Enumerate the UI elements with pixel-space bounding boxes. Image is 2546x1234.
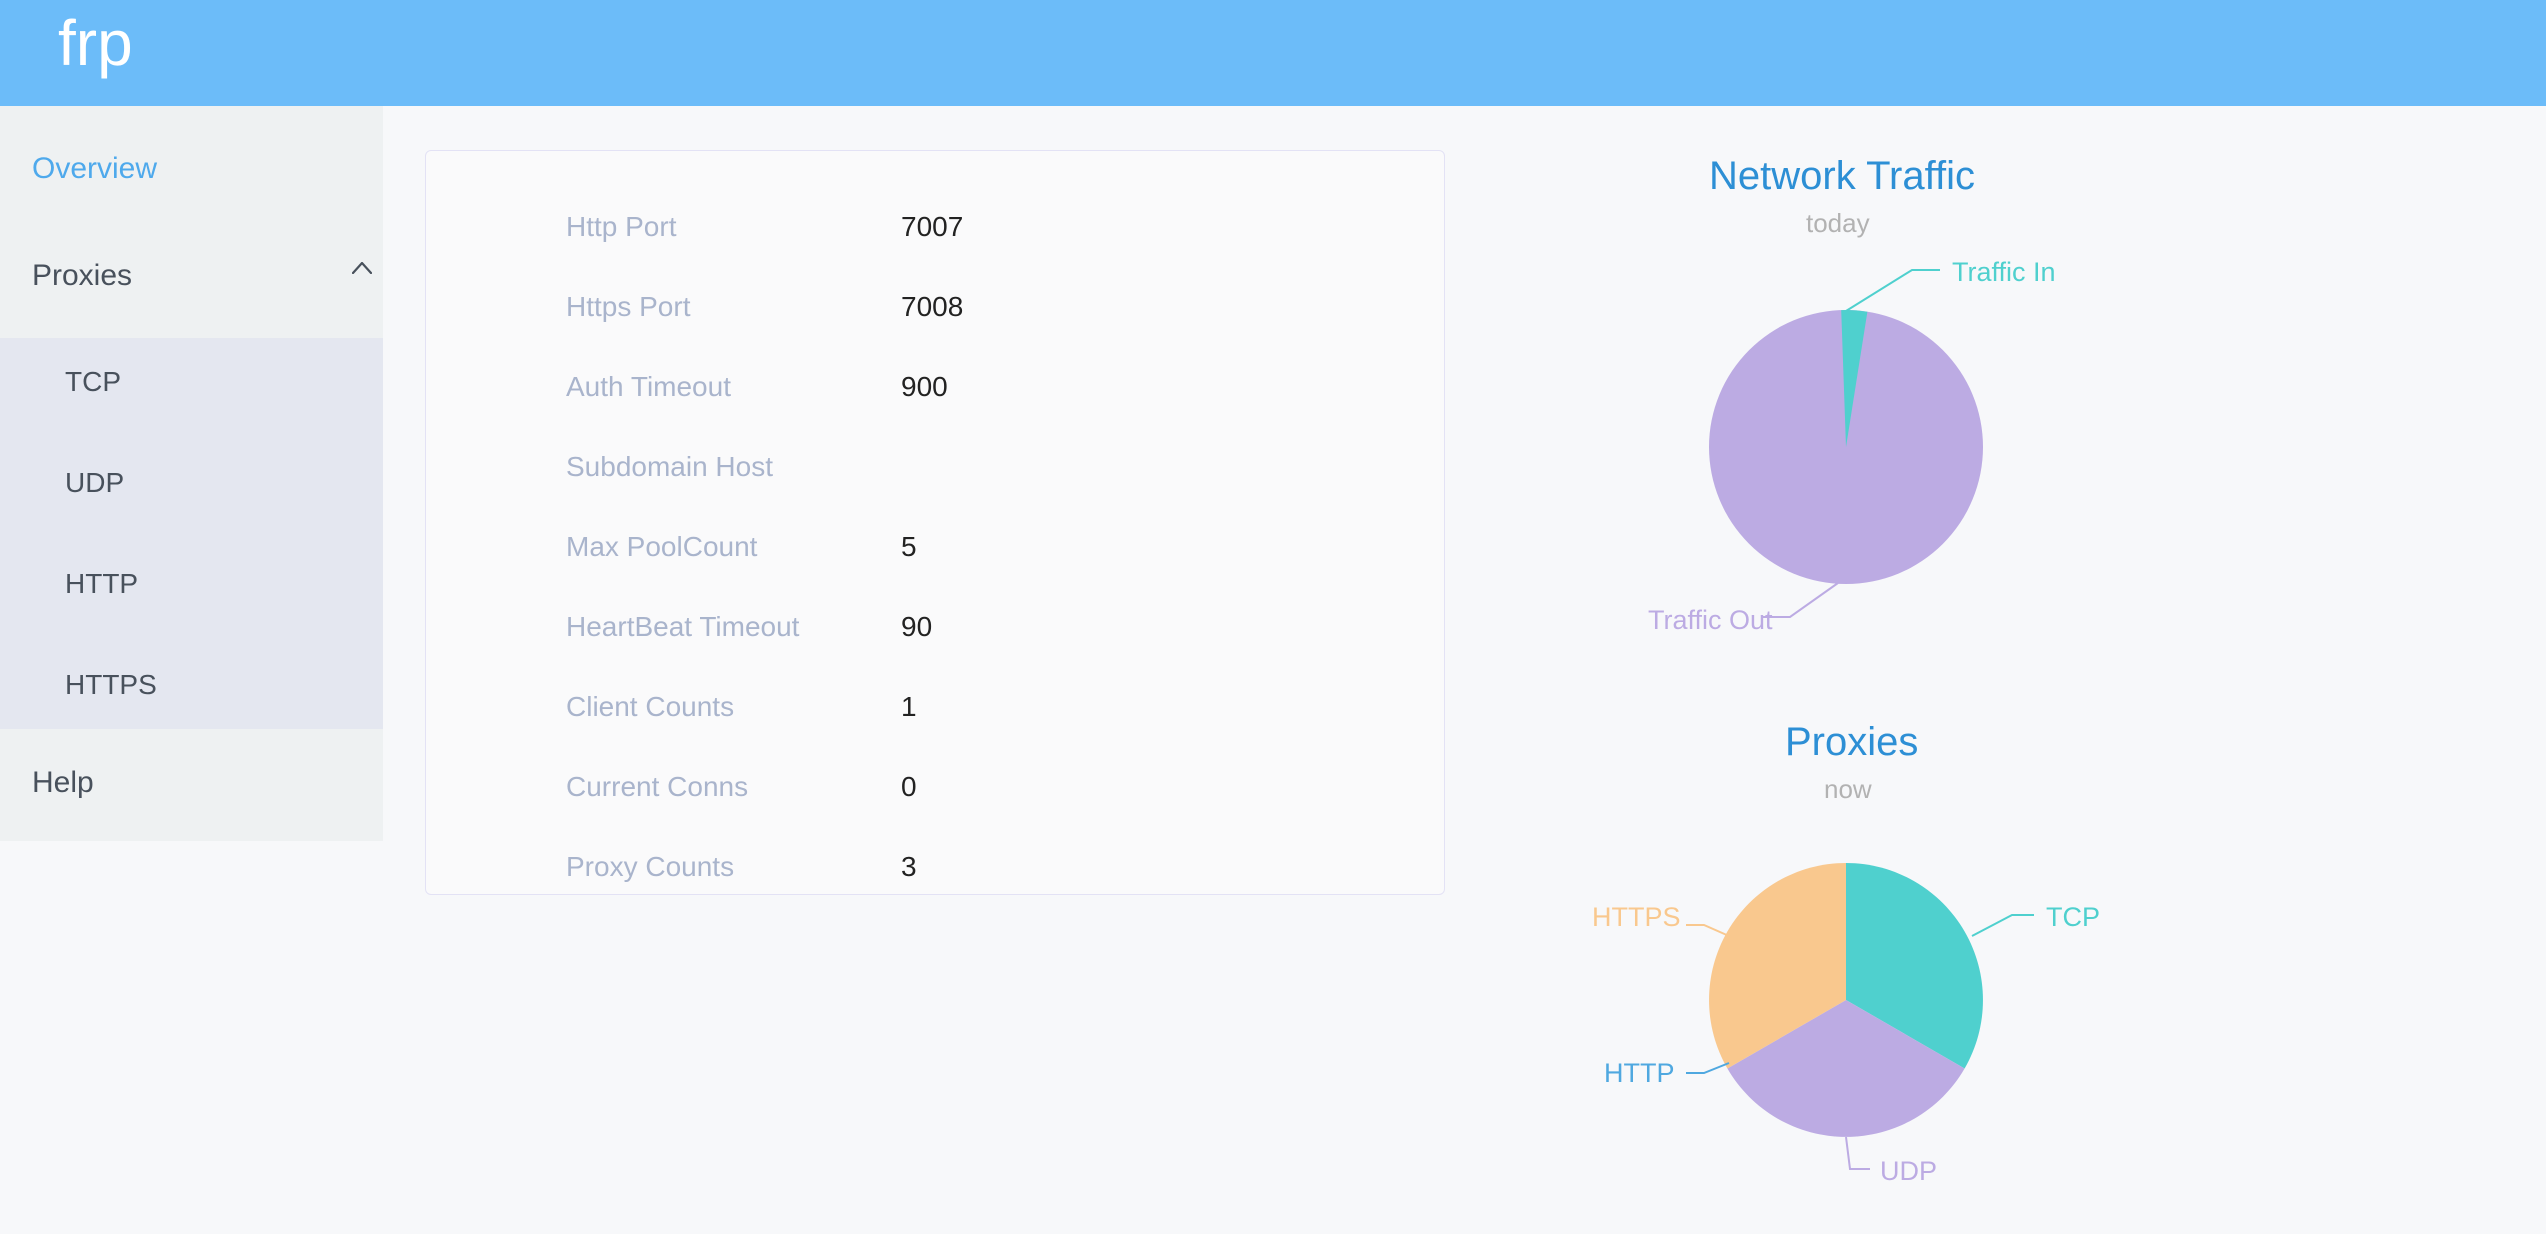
svg-text:Traffic In: Traffic In [1952,257,2056,287]
svg-text:UDP: UDP [1880,1156,1937,1186]
svg-text:TCP: TCP [2046,902,2100,932]
svg-text:Traffic Out: Traffic Out [1648,605,1773,635]
svg-text:HTTP: HTTP [1604,1058,1675,1088]
svg-text:HTTPS: HTTPS [1592,902,1681,932]
